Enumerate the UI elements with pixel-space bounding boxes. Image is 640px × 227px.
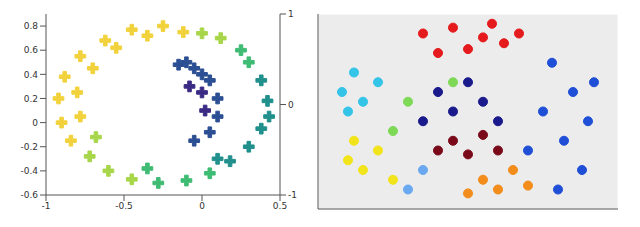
svg-text:0: 0 [288, 100, 294, 110]
svg-text:-1: -1 [42, 201, 51, 211]
svg-text:-0.4: -0.4 [20, 166, 38, 176]
svg-text:0.5: 0.5 [273, 201, 287, 211]
svg-text:0.8: 0.8 [24, 21, 39, 31]
svg-text:0.4: 0.4 [24, 70, 39, 80]
svg-text:-1: -1 [288, 190, 297, 200]
svg-text:-0.2: -0.2 [20, 142, 38, 152]
svg-text:0: 0 [199, 201, 205, 211]
svg-text:-0.5: -0.5 [115, 201, 133, 211]
svg-text:0.2: 0.2 [24, 94, 38, 104]
svg-text:-0.6: -0.6 [20, 190, 38, 200]
svg-text:0.6: 0.6 [24, 45, 39, 55]
svg-text:0: 0 [32, 118, 38, 128]
svg-text:1: 1 [288, 9, 294, 19]
